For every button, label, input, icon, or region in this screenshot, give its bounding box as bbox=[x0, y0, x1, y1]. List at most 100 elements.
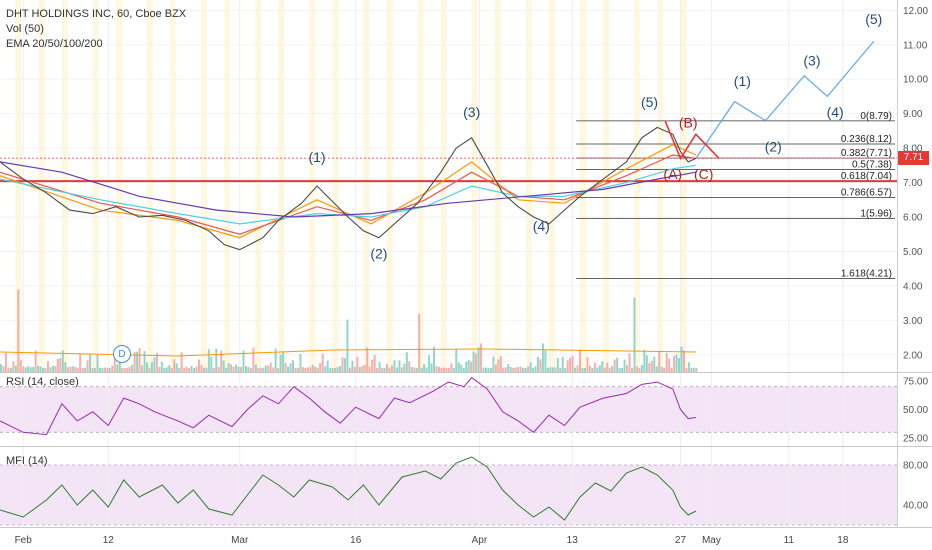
volume-bar bbox=[574, 367, 577, 372]
volume-bar bbox=[287, 366, 290, 372]
correction-wave-label: (B) bbox=[679, 114, 698, 130]
volume-bar bbox=[188, 367, 191, 372]
price-axis[interactable]: 12.00 11.00 10.00 9.00 8.00 7.00 6.00 5.00 4.00 3… bbox=[903, 6, 928, 512]
session-band bbox=[146, 0, 153, 372]
volume-bar bbox=[601, 361, 604, 372]
fib-level-label: 1(5.96) bbox=[860, 208, 892, 219]
wave-label: (3) bbox=[463, 104, 480, 120]
dividend-event-badge[interactable]: D bbox=[113, 345, 131, 363]
volume-bar bbox=[445, 367, 448, 372]
correction-wave-label: (C) bbox=[694, 166, 713, 182]
last-price-badge: 7.71 bbox=[898, 151, 929, 165]
volume-bar bbox=[0, 364, 2, 372]
session-band bbox=[278, 0, 285, 372]
volume-bar bbox=[205, 367, 208, 372]
volume-bar bbox=[64, 362, 67, 372]
volume-bar bbox=[680, 346, 683, 372]
volume-bar bbox=[296, 367, 299, 372]
volume-bar bbox=[150, 361, 153, 372]
volume-bar bbox=[103, 367, 106, 372]
volume-bar bbox=[155, 352, 158, 372]
volume-bar bbox=[284, 362, 287, 372]
volume-bar bbox=[158, 366, 161, 372]
volume-bar bbox=[282, 351, 285, 372]
session-band bbox=[224, 0, 231, 372]
volume-bar bbox=[321, 353, 324, 372]
volume-bar bbox=[14, 365, 17, 372]
volume-bar bbox=[383, 367, 386, 372]
volume-bar bbox=[59, 358, 62, 372]
volume-bar bbox=[621, 367, 624, 372]
volume-bar bbox=[242, 350, 245, 372]
volume-bar bbox=[94, 367, 97, 372]
volume-bar bbox=[272, 367, 275, 372]
ema-line bbox=[0, 154, 696, 235]
volume-bar bbox=[76, 367, 79, 372]
mfi-legend-label[interactable]: MFI (14) bbox=[6, 455, 48, 467]
volume-bar bbox=[111, 365, 114, 372]
volume-bar bbox=[559, 367, 562, 372]
time-axis[interactable]: Feb 12 Mar 16 Apr 13 27 May 11 18 bbox=[15, 535, 849, 546]
fib-level-label: 0.382(7.71) bbox=[841, 148, 892, 159]
volume-bar bbox=[316, 367, 319, 372]
volume-bar bbox=[165, 367, 168, 372]
volume-bar bbox=[517, 366, 520, 372]
volume-bar bbox=[368, 366, 371, 372]
volume-bar bbox=[202, 367, 205, 372]
volume-bar bbox=[648, 363, 651, 372]
volume-bar bbox=[4, 353, 7, 372]
volume-bar bbox=[393, 360, 396, 372]
volume-bar bbox=[408, 361, 411, 372]
price-tick-label: 8.00 bbox=[903, 144, 923, 155]
session-band bbox=[309, 0, 316, 372]
volume-bar bbox=[658, 350, 661, 372]
volume-bar bbox=[51, 366, 54, 372]
volume-indicator-label[interactable]: Vol (50) bbox=[6, 23, 44, 35]
volume-bar bbox=[195, 366, 198, 372]
fib-level-label: 0.786(6.57) bbox=[841, 187, 892, 198]
time-tick-label: 16 bbox=[350, 535, 362, 546]
volume-bar bbox=[331, 367, 334, 372]
volume-bar bbox=[267, 365, 270, 372]
volume-bar bbox=[660, 366, 663, 372]
volume-bar bbox=[556, 357, 559, 372]
price-series bbox=[0, 126, 697, 251]
volume-bar bbox=[678, 358, 681, 372]
volume-bar bbox=[197, 359, 200, 372]
volume-bar bbox=[536, 356, 539, 372]
price-tick-label: 6.00 bbox=[903, 213, 923, 224]
volume-bar bbox=[9, 367, 12, 372]
wave-label: (5) bbox=[641, 94, 658, 110]
session-band bbox=[549, 0, 556, 372]
volume-bar bbox=[306, 367, 309, 372]
volume-bar bbox=[180, 352, 183, 372]
time-tick-label: 11 bbox=[784, 535, 795, 546]
volume-bar bbox=[178, 367, 181, 372]
volume-bar bbox=[579, 349, 582, 372]
volume-bar bbox=[477, 347, 480, 372]
symbol-title[interactable]: DHT HOLDINGS INC, 60, Cboe BZX bbox=[6, 8, 187, 20]
volume-bar bbox=[591, 367, 594, 372]
elliott-wave-drawings[interactable]: (1) (2) (3) (4) (5) (1) (2) (3) (4) (5) (A) (B) (C) bbox=[308, 11, 882, 261]
volume-bar bbox=[588, 365, 591, 372]
volume-bar bbox=[324, 366, 327, 372]
pane-separators[interactable] bbox=[0, 0, 932, 528]
price-tick-label: 9.00 bbox=[903, 109, 923, 120]
session-band bbox=[201, 0, 208, 372]
volume-bar bbox=[160, 361, 163, 372]
volume-bar bbox=[403, 363, 406, 372]
volume-bar bbox=[687, 362, 690, 372]
volume-bar bbox=[581, 367, 584, 372]
volume-bar bbox=[126, 367, 129, 372]
volume-bar bbox=[301, 367, 304, 372]
volume-bar bbox=[96, 354, 99, 372]
ema-indicator-label[interactable]: EMA 20/50/100/200 bbox=[6, 38, 103, 50]
volume-bar bbox=[230, 364, 233, 372]
volume-bar bbox=[371, 359, 374, 372]
rsi-legend-label[interactable]: RSI (14, close) bbox=[6, 376, 79, 388]
volume-bar bbox=[61, 350, 64, 372]
volume-bar bbox=[193, 367, 196, 372]
volume-bar bbox=[440, 367, 443, 372]
